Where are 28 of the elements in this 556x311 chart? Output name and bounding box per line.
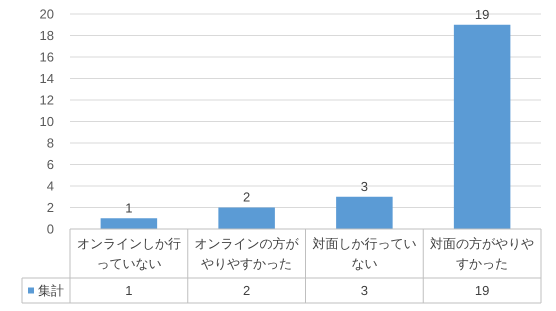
y-tick-label: 14 [40, 71, 54, 86]
y-tick-label: 12 [40, 92, 54, 108]
x-tick-label: オンラインしか行っていない [76, 236, 181, 271]
y-tick-label: 4 [46, 178, 54, 194]
data-label: 19 [474, 6, 490, 22]
data-label: 3 [360, 178, 368, 194]
text: 2 [243, 283, 250, 298]
y-tick-label: 20 [40, 6, 54, 22]
y-tick-label: 6 [46, 157, 54, 172]
y-tick-label: 16 [40, 50, 54, 64]
x-tick-label: オンラインの方がやりやすかった [194, 236, 300, 271]
legend-label: 集計 [38, 283, 64, 298]
text: 1 [125, 283, 132, 298]
y-tick-label: 8 [46, 136, 54, 150]
data-label: 2 [243, 190, 250, 204]
text: 3 [360, 283, 368, 298]
x-tick-label: 対面の方がやりやすかった [430, 236, 534, 271]
y-tick-label: 2 [46, 200, 54, 215]
bar [336, 196, 393, 229]
y-tick-label: 10 [40, 114, 54, 129]
y-tick-label: 18 [40, 28, 54, 43]
y-tick-label: 0 [46, 222, 54, 236]
bar [100, 218, 158, 229]
bar [218, 208, 275, 229]
data-label: 1 [125, 200, 132, 216]
text: 19 [474, 283, 490, 298]
bar [454, 24, 510, 229]
x-tick-label: 対面しか行っていない [312, 236, 416, 271]
